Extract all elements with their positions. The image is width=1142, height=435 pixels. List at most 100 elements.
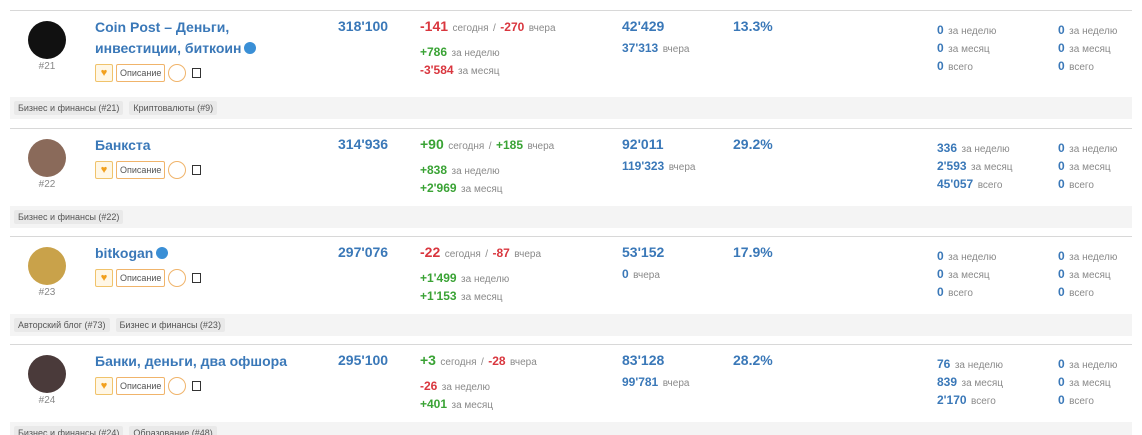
week-label: за неделю [451,48,500,59]
mentions-value: 336 [937,141,958,155]
category-tag[interactable]: Авторский блог (#73) [14,318,110,332]
growth-month-value: +2'969 [420,181,457,195]
week-label: за неделю [441,382,490,393]
favorite-button[interactable]: ♥ [95,64,113,82]
name-cell: Банкста ♥ Описание [95,135,315,179]
week-label: за неделю [451,166,500,177]
avatar[interactable] [28,21,66,59]
category-tag[interactable]: Бизнес и финансы (#21) [14,101,124,115]
copy-button[interactable] [192,381,202,391]
growth-today: -22 [420,244,441,260]
channel-name[interactable]: bitkogan [95,245,154,261]
yesterday-label: вчера [668,162,696,173]
week-label: за неделю [948,252,997,263]
mentions-total: 2'170 всего [937,391,996,409]
growth-month: +2'969 за месяц [420,179,503,197]
growth-month: +401 за месяц [420,395,493,413]
mentions-value: 0 [937,249,944,263]
growth-week-value: -26 [420,379,438,393]
channel-name[interactable]: Coin Post – Деньги, инвестиции, биткоин [95,19,242,56]
total-label: всего [1069,180,1094,191]
reach-yesterday-row: 37'313 вчера [622,39,689,57]
week-label: за неделю [961,144,1010,155]
week-label: за неделю [461,274,510,285]
reach-yesterday: 0 [622,267,629,281]
growth-week-value: +786 [420,45,448,59]
avatar[interactable] [28,139,66,177]
channel-row: #21 Coin Post – Деньги, инвестиции, битко… [10,10,1132,128]
month-label: за месяц [461,184,503,195]
mentions-value: 2'593 [937,159,967,173]
mentions_other-value: 0 [1058,357,1065,371]
week-label: за неделю [954,360,1004,371]
category-tag[interactable]: Криптовалюты (#9) [129,101,218,115]
month-label: за месяц [1069,162,1111,173]
mentions_other-month: 0 за месяц [1058,157,1111,175]
description-button[interactable]: Описание [116,269,166,287]
today-label: сегодня [448,141,485,152]
month-label: за месяц [461,292,503,303]
reach-yesterday-row: 99'781 вчера [622,373,689,391]
copy-button[interactable] [192,68,202,78]
stats-button[interactable] [168,161,187,179]
reach-yesterday-row: 119'323 вчера [622,157,695,175]
channel-name[interactable]: Банкста [95,137,151,153]
description-button[interactable]: Описание [116,161,166,179]
copy-button[interactable] [192,165,202,175]
category-tag[interactable]: Образование (#48) [129,426,217,435]
stats-button[interactable] [168,269,187,287]
growth-yesterday: +185 [496,138,524,152]
growth-week: -26 за неделю [420,377,490,395]
category-tag[interactable]: Бизнес и финансы (#22) [14,210,124,224]
category-tag[interactable]: Бизнес и финансы (#24) [14,426,124,435]
rank: #24 [38,395,56,406]
mentions_other-week: 0 за неделю [1058,247,1117,265]
stats-button[interactable] [168,377,187,395]
total-label: всего [1069,62,1094,73]
separator: / [488,141,492,152]
total-label: всего [971,396,996,407]
growth-week: +786 за неделю [420,43,500,61]
mentions_other-value: 0 [1058,393,1065,407]
rank: #21 [38,61,56,72]
growth-month: +1'153 за месяц [420,287,503,305]
description-button[interactable]: Описание [116,64,166,82]
reach-yesterday-row: 0 вчера [622,265,660,283]
mentions-week: 0 за неделю [937,247,996,265]
reach: 53'152 [622,244,665,260]
mentions-value: 45'057 [937,177,974,191]
mentions_other-value: 0 [1058,159,1065,173]
separator: / [485,249,489,260]
favorite-button[interactable]: ♥ [95,377,113,395]
category-tag[interactable]: Бизнес и финансы (#23) [115,318,225,332]
description-button[interactable]: Описание [116,377,166,395]
subscribers: 297'076 [338,244,389,260]
copy-button[interactable] [192,273,202,283]
yesterday-label: вчера [527,141,555,152]
month-label: за месяц [1069,270,1111,281]
growth-today: +3 [420,352,436,368]
favorite-button[interactable]: ♥ [95,161,113,179]
channel-row: #24 Банки, деньги, два офшора ♥ Описание 295… [10,344,1132,435]
rank: #22 [38,179,56,190]
month-label: за месяц [971,162,1013,173]
today-label: сегодня [452,23,489,34]
yesterday-label: вчера [528,23,556,34]
reach: 42'429 [622,18,665,34]
stats-button[interactable] [168,64,187,82]
channel-name[interactable]: Банки, деньги, два офшора [95,353,287,369]
avatar[interactable] [28,355,66,393]
mentions_other-month: 0 за месяц [1058,39,1111,57]
mentions_other-value: 0 [1058,249,1065,263]
mentions-value: 0 [937,41,944,55]
favorite-button[interactable]: ♥ [95,269,113,287]
yesterday-label: вчера [510,357,537,368]
mentions_other-week: 0 за неделю [1058,355,1117,373]
total-label: всего [1069,288,1094,299]
mentions_other-value: 0 [1058,375,1065,389]
avatar[interactable] [28,247,66,285]
mentions_other-month: 0 за месяц [1058,265,1111,283]
total-label: всего [977,180,1003,191]
total-label: всего [948,62,973,73]
